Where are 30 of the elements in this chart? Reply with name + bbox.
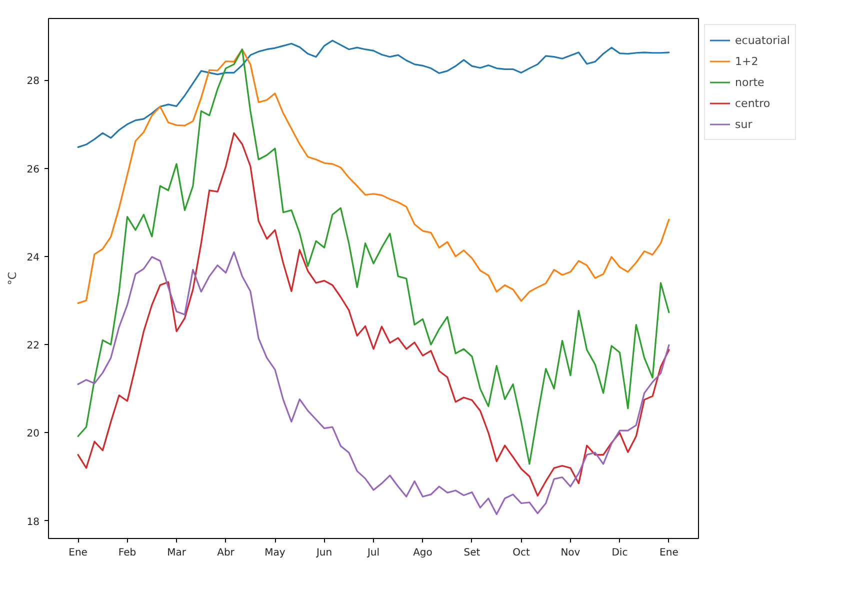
- x-tick-label: Mar: [167, 548, 187, 558]
- y-tick-label: 22: [26, 340, 40, 352]
- x-tick-label: Abr: [217, 548, 236, 558]
- line-series: [77, 40, 670, 148]
- x-tick-label: Jun: [315, 548, 332, 558]
- x-tick-label: Nov: [560, 548, 580, 558]
- legend-label: sur: [735, 118, 754, 130]
- x-tick-label: Ago: [413, 548, 432, 558]
- y-tick-label: 26: [26, 164, 40, 176]
- y-tick-label: 28: [26, 76, 40, 88]
- x-tick-label: May: [264, 548, 286, 558]
- x-tick-label: Set: [464, 548, 480, 558]
- x-tick-label: Ene: [68, 548, 88, 558]
- x-tick-label: Oct: [512, 548, 530, 558]
- y-axis-title: °C: [6, 272, 19, 286]
- line-series: [77, 48, 670, 304]
- line-series: [77, 251, 670, 516]
- line-series: [77, 48, 670, 465]
- line-series: [77, 132, 670, 497]
- y-tick-label: 20: [26, 428, 40, 440]
- legend-label: norte: [735, 76, 764, 88]
- legend-label: ecuatorial: [735, 34, 790, 46]
- legend-label: centro: [735, 96, 770, 110]
- x-tick-label: Jul: [366, 548, 380, 558]
- x-tick-label: Ene: [660, 548, 678, 558]
- y-tick-label: 24: [26, 252, 40, 264]
- legend-label: 1+2: [735, 54, 758, 68]
- y-tick-label: 18: [26, 516, 40, 528]
- x-tick-label: Dic: [612, 548, 628, 558]
- x-tick-label: Feb: [118, 548, 136, 558]
